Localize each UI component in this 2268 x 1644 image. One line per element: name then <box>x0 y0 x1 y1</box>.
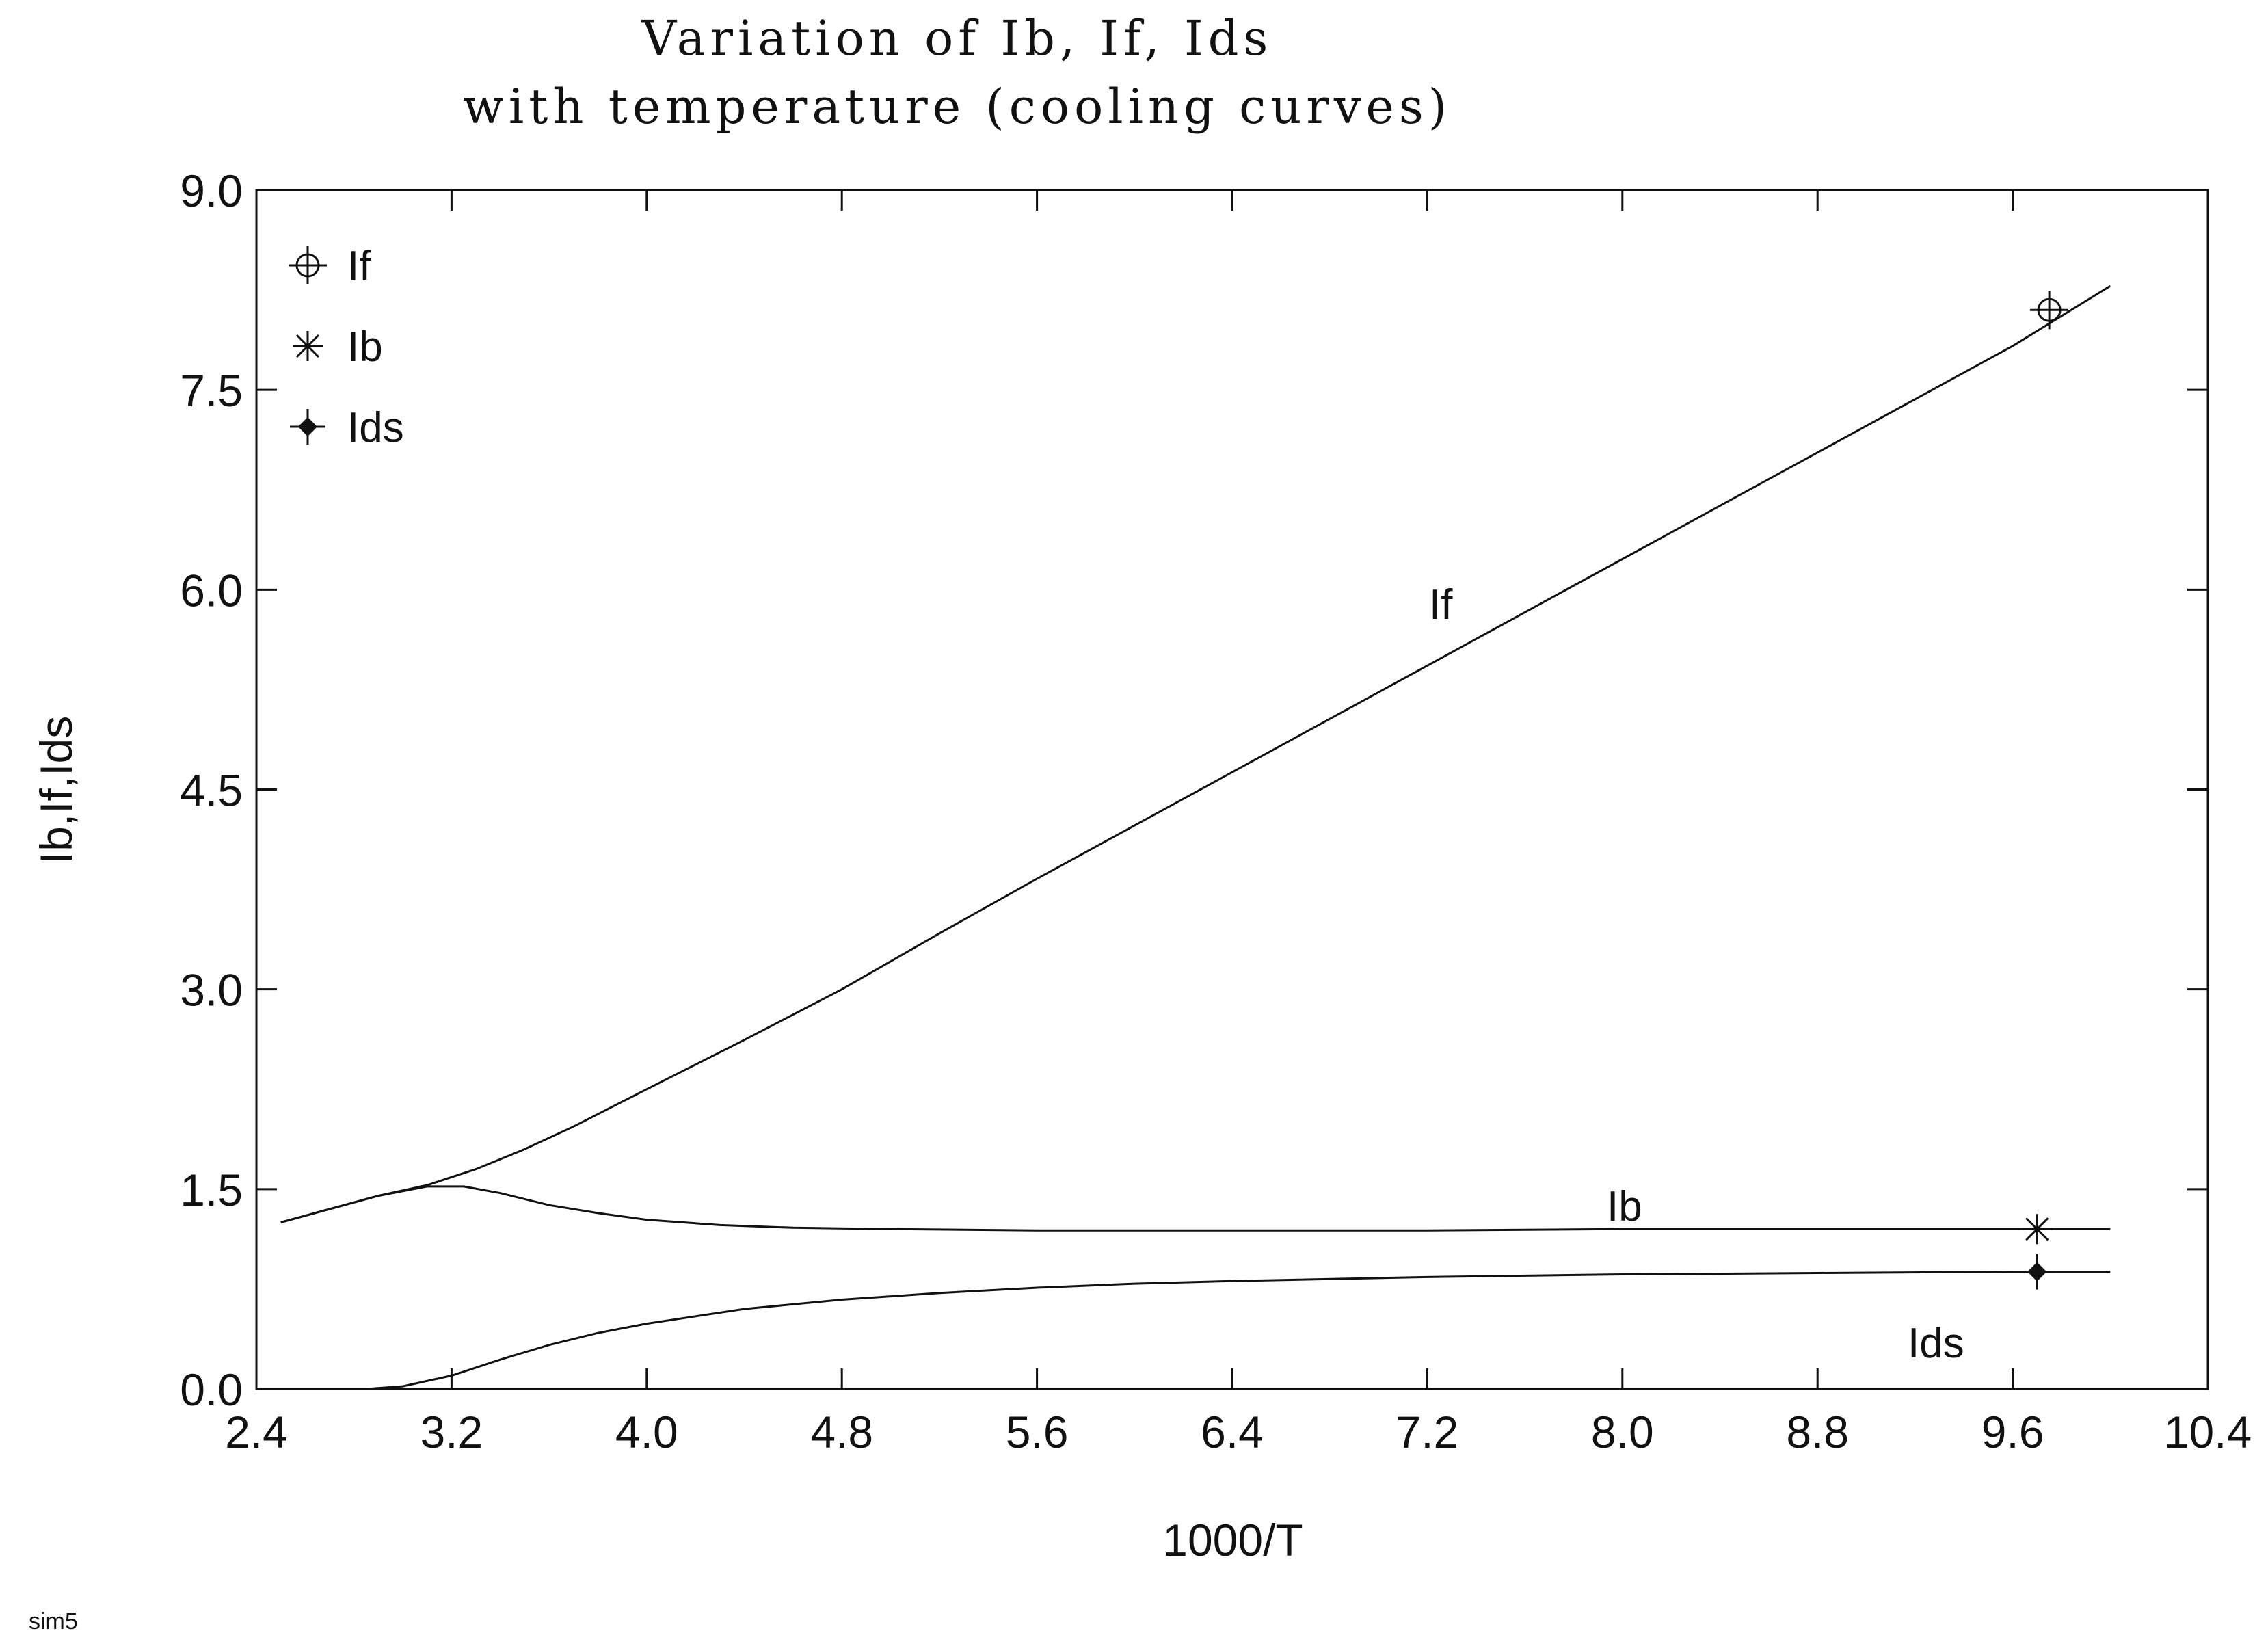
legend: If Ib Ids <box>289 243 404 451</box>
x-tick-label: 9.6 <box>1982 1407 2044 1457</box>
series-ib: Ib <box>280 1183 2111 1245</box>
series-line-if <box>280 284 2111 1223</box>
series-marker-ids <box>2019 1254 2055 1290</box>
legend-item-ib: Ib <box>293 323 383 371</box>
series-line-ib <box>280 1185 2111 1232</box>
y-tick-label: 3.0 <box>180 965 243 1016</box>
legend-marker-ids <box>290 409 325 445</box>
legend-marker-ib <box>293 331 323 361</box>
plot-frame <box>255 189 2209 1390</box>
x-axis-label: 1000/T <box>1162 1515 1303 1565</box>
footer-label: sim5 <box>29 1608 78 1634</box>
x-tick-label: 4.8 <box>810 1407 873 1457</box>
x-tick-label: 4.0 <box>615 1407 678 1457</box>
legend-label-ids: Ids <box>347 404 404 451</box>
y-axis: 0.0 1.5 3.0 4.5 6.0 7.5 9.0 <box>180 165 2208 1415</box>
y-axis-label: Ib,If,Ids <box>31 716 81 864</box>
y-tick-label: 0.0 <box>180 1364 243 1415</box>
legend-label-if: If <box>347 243 371 290</box>
x-tick-label: 8.8 <box>1786 1407 1849 1457</box>
y-tick-label: 4.5 <box>180 765 243 816</box>
x-tick-label: 10.4 <box>2164 1407 2252 1457</box>
legend-marker-if <box>289 246 327 284</box>
curve-label-if: If <box>1429 581 1453 628</box>
plot-area <box>255 189 2209 1390</box>
series-marker-if <box>2030 291 2069 330</box>
series-ids: Ids <box>366 1254 2111 1390</box>
chart-title: Variation of Ib, If, Ids <box>641 10 1273 66</box>
series-marker-ib <box>2022 1214 2053 1245</box>
legend-item-if: If <box>289 243 371 290</box>
curve-label-ids: Ids <box>1908 1320 1964 1367</box>
curve-label-ib: Ib <box>1607 1183 1642 1230</box>
y-tick-label: 1.5 <box>180 1165 243 1215</box>
x-tick-label: 5.6 <box>1006 1407 1069 1457</box>
y-tick-label: 9.0 <box>180 165 243 216</box>
series-if: If <box>280 284 2111 1223</box>
legend-item-ids: Ids <box>290 404 404 451</box>
x-tick-label: 6.4 <box>1201 1407 1264 1457</box>
x-axis: 2.4 3.2 4.0 4.8 5.6 6.4 7.2 8.0 8.8 9.6 10.4 <box>225 190 2252 1457</box>
x-tick-label: 7.2 <box>1396 1407 1459 1457</box>
x-tick-label: 8.0 <box>1591 1407 1654 1457</box>
x-tick-label: 2.4 <box>225 1407 288 1457</box>
y-tick-label: 6.0 <box>180 565 243 615</box>
chart-subtitle: with temperature (cooling curves) <box>463 79 1452 135</box>
y-tick-label: 7.5 <box>180 365 243 416</box>
series-layer: If Ib Ids <box>280 284 2111 1390</box>
x-tick-label: 3.2 <box>421 1407 483 1457</box>
legend-label-ib: Ib <box>347 323 383 371</box>
series-line-ids <box>366 1271 2111 1390</box>
